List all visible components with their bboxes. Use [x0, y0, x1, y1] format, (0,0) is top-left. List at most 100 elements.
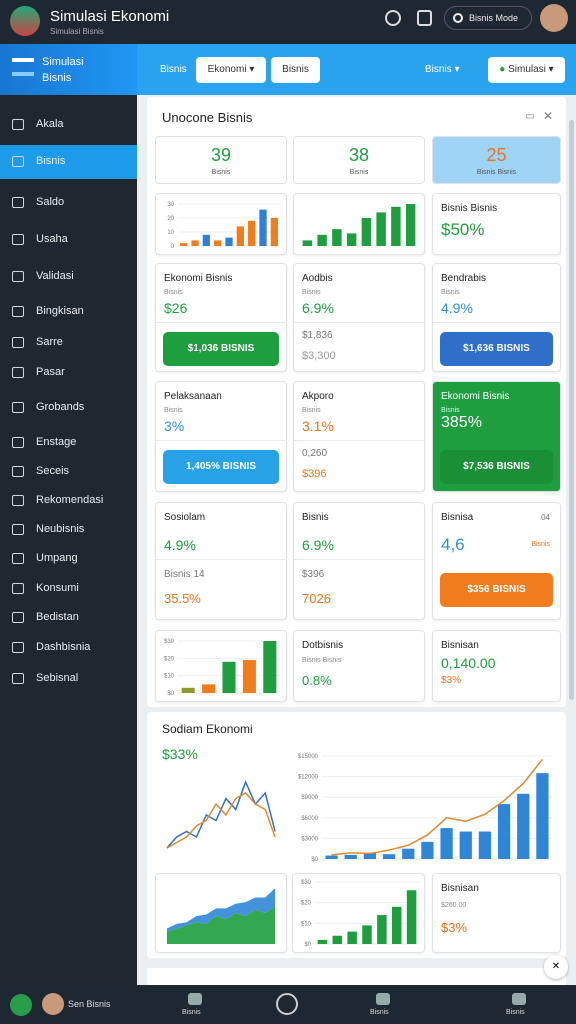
active-item[interactable]	[0, 145, 137, 179]
item-icon	[12, 553, 24, 564]
card: Aodbis Bisnis 6.9% $1,836 $3,300	[293, 263, 425, 372]
item-icon	[12, 524, 24, 535]
y-tick-label: $15000	[298, 754, 319, 760]
nav-icon[interactable]	[512, 993, 526, 1005]
sidebar-item[interactable]: Bingkisan	[36, 305, 84, 317]
scrollbar[interactable]	[569, 120, 574, 700]
item-icon	[12, 271, 24, 282]
bar	[405, 204, 416, 246]
sidebar-item[interactable]: Seceis	[36, 465, 70, 477]
sidebar-item[interactable]: Grobands	[36, 401, 85, 413]
stat-card: 25 Bisnis Bisnis	[432, 136, 561, 184]
avatar[interactable]	[540, 4, 568, 32]
card-sub: Bisnis	[302, 289, 321, 296]
sidebar-item[interactable]: Saldo	[36, 196, 65, 208]
nav-label[interactable]: Bisnis	[506, 1009, 525, 1016]
nav-label[interactable]: Sen Bisnis	[68, 999, 111, 1009]
panel-min[interactable]: ▭	[525, 111, 535, 122]
item-icon	[12, 642, 24, 653]
sidebar-item[interactable]: Bisnis	[36, 155, 66, 167]
card-line: 0,260	[302, 448, 328, 459]
bar	[347, 931, 357, 944]
nav-avatar[interactable]	[42, 993, 64, 1015]
y-tick-label: $10	[301, 921, 312, 927]
app-subtitle: Simulasi Bisnis	[50, 27, 104, 36]
card-title: Bisnisan	[441, 883, 479, 894]
y-tick-label: 10	[167, 230, 174, 236]
area	[166, 906, 276, 944]
card-title: Akporo	[302, 391, 334, 402]
sidebar-item[interactable]: Bedistan	[36, 611, 79, 623]
brand: Simulasi Bisnis	[0, 44, 137, 95]
card-line: $3%	[441, 675, 462, 686]
card-title: Bisnis Bisnis	[441, 203, 498, 214]
sidebar-item[interactable]: Neubisnis	[36, 523, 85, 535]
logo	[10, 6, 40, 36]
stat-value: 39	[210, 145, 232, 165]
divider	[294, 440, 424, 441]
card-value: 3%	[164, 418, 185, 434]
nav-label[interactable]: Bisnis	[370, 1009, 389, 1016]
panel-close[interactable]: ✕	[543, 109, 554, 123]
tab[interactable]: Bisnis	[160, 64, 187, 75]
card-title: Bisnisan	[441, 640, 479, 651]
divider	[294, 322, 424, 323]
stat-label: Bisnis	[211, 169, 231, 176]
sidebar-item[interactable]: Umpang	[36, 552, 78, 564]
card-button[interactable]: $7,536 BISNIS	[440, 450, 553, 484]
nav-icon[interactable]	[376, 993, 390, 1005]
item-icon	[12, 156, 24, 167]
mode-pill[interactable]: Bisnis Mode	[444, 6, 532, 30]
item-icon	[12, 612, 24, 623]
card-value: 0.8%	[302, 673, 332, 688]
sidebar-item[interactable]: Rekomendasi	[36, 494, 104, 506]
sidebar-item[interactable]: Sebisnal	[36, 672, 79, 684]
card-value: 4,6	[441, 535, 465, 554]
right-menu-label: Bisnis	[425, 64, 452, 75]
card-button[interactable]: $356 BISNIS	[440, 573, 553, 607]
brand-line: Bisnis	[42, 72, 72, 84]
sidebar-item[interactable]: Pasar	[36, 366, 65, 378]
item-icon	[12, 437, 24, 448]
right-menu[interactable]: Bisnis ▾	[425, 64, 460, 75]
nav-icon[interactable]	[188, 993, 202, 1005]
bar	[421, 841, 434, 859]
sidebar-item[interactable]: Konsumi	[36, 582, 79, 594]
card: Pelaksanaan Bisnis 3% 1,405% BISNIS	[155, 381, 287, 492]
nav-center[interactable]	[276, 993, 298, 1015]
card-button[interactable]: 1,405% BISNIS	[163, 450, 279, 484]
bar	[317, 234, 327, 246]
sidebar-item[interactable]: Usaha	[36, 233, 68, 245]
bar	[263, 641, 277, 693]
bar	[202, 234, 210, 246]
sidebar-item[interactable]: Dashbisnia	[36, 641, 91, 653]
clock-icon[interactable]	[385, 10, 401, 26]
card-button[interactable]: $1,636 BISNIS	[440, 332, 553, 366]
right-button[interactable]: ● Simulasi ▾	[488, 57, 565, 83]
dropdown[interactable]: Ekonomi ▾	[196, 57, 266, 83]
right-button-label: Simulasi	[508, 64, 546, 75]
button-label: Bisnis	[282, 64, 309, 75]
y-tick-label: 20	[167, 216, 174, 222]
card-value: 4.9%	[441, 300, 473, 316]
mini-chart: 0 10 20 30	[167, 202, 280, 250]
close-fab[interactable]: ✕	[544, 955, 568, 979]
item-icon	[12, 337, 24, 348]
notify-icon[interactable]	[417, 10, 432, 26]
sidebar-item[interactable]: Akala	[36, 118, 64, 130]
card-button[interactable]: $1,036 BISNIS	[163, 332, 279, 366]
y-tick-label: $3000	[301, 836, 318, 842]
sidebar-item[interactable]: Validasi	[36, 270, 74, 282]
button[interactable]: Bisnis	[271, 57, 320, 83]
sidebar-item[interactable]: Enstage	[36, 436, 77, 448]
bar	[517, 793, 530, 859]
item-icon	[12, 673, 24, 684]
nav-icon[interactable]	[10, 994, 32, 1016]
stat-label: Bisnis Bisnis	[476, 169, 517, 176]
sidebar-item[interactable]: Sarre	[36, 336, 63, 348]
card-title: Aodbis	[302, 273, 333, 284]
nav-label[interactable]: Bisnis	[182, 1009, 201, 1016]
card-value: 385%	[441, 414, 482, 431]
bar	[222, 661, 236, 693]
bar	[317, 939, 328, 944]
